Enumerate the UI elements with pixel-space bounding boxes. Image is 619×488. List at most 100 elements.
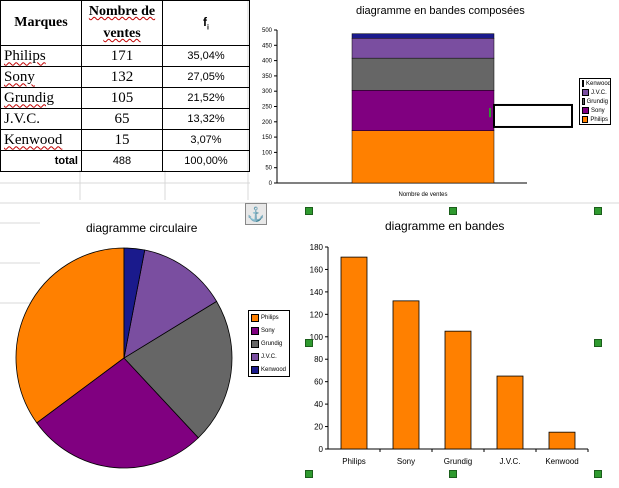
pct-cell: 3,07% [162,129,250,151]
x-tick-label: Philips [342,457,366,466]
stacked-segment-kenwood [351,33,495,39]
anchor-icon[interactable]: ⚓ [245,203,267,225]
y-tick-label: 200 [262,120,273,126]
selection-handle[interactable] [305,207,313,215]
y-tick-label: 150 [262,135,273,141]
selection-handle[interactable] [594,339,602,347]
y-tick-label: 50 [265,166,272,172]
y-tick-label: 120 [310,310,324,319]
brand-cell: Kenwood [0,129,82,151]
pie-slice-kenwood [123,247,146,359]
bar-philips [340,256,368,450]
header-brand: Marques [0,0,82,46]
stacked-segment-philips [351,130,495,184]
brand-name: Philips [4,47,46,64]
x-tick-label: J.V.C. [499,457,520,466]
y-tick-label: 400 [262,59,273,65]
selection-handle[interactable] [594,470,602,478]
table-row: J.V.C. 65 13,32% [0,108,250,130]
bar-grundig [444,330,472,450]
bar-sony [392,300,420,450]
pie-chart[interactable] [0,240,240,480]
y-tick-label: 20 [314,423,323,432]
legend-swatch [251,313,259,322]
brand-name: J.V.C. [4,110,40,127]
stacked-segment-grundig [351,57,495,91]
selection-handle[interactable] [594,207,602,215]
y-tick-label: 0 [269,181,273,187]
selection-rectangle [493,103,573,128]
legend-item-philips: Philips [249,311,289,324]
bar-chart-title: diagramme en bandes [385,219,505,233]
count-cell: 105 [81,87,163,109]
legend-swatch [582,80,584,87]
y-tick-label: 350 [262,74,273,80]
legend-label: Grundig [586,98,608,105]
bar-j-v-c [496,375,524,450]
table-row: Philips 171 35,04% [0,45,250,67]
header-frequency-sub: i [207,24,209,32]
stacked-bar-chart[interactable]: 0 50 100 150 200 250 300 350 400 450 500 Nombre de … [255,20,619,200]
selection-handle[interactable] [305,470,313,478]
legend-label: Kenwood [586,80,612,87]
x-category-label: Nombre de ventes [398,192,447,198]
legend-label: J.V.C. [591,89,607,96]
brand-name: Sony [4,68,35,85]
sales-table: Marques Nombre de ventes fi Philips 171 … [0,0,250,172]
y-tick-label: 100 [262,150,273,156]
total-count: 488 [81,150,163,172]
legend-swatch [582,116,589,123]
legend-label: Sony [261,327,275,334]
legend-swatch [251,352,259,361]
y-tick-label: 250 [262,105,273,111]
table-row: Grundig 105 21,52% [0,87,250,109]
count-cell: 65 [81,108,163,130]
header-frequency-label: f [203,14,208,29]
legend-label: Grundig [261,340,283,347]
brand-cell: Philips [0,45,82,67]
stacked-chart-title: diagramme en bandes composées [356,5,525,17]
selection-handle[interactable] [449,207,457,215]
pie-slice-sony [36,357,199,469]
x-tick-label: Sony [397,457,415,466]
legend-label: Kenwood [261,366,287,373]
header-frequency: fi [162,0,250,46]
pct-cell: 35,04% [162,45,250,67]
y-tick-label: 160 [310,265,324,274]
bar-kenwood [548,431,576,450]
legend-item-kenwood: Kenwood [249,363,289,376]
y-tick-label: 500 [262,28,273,34]
y-tick-label: 60 [314,378,323,387]
bar-chart[interactable]: 0 20 40 60 80 100 120 140 160 180 Philips Sony Grund… [300,238,600,470]
brand-cell: Sony [0,66,82,88]
legend-swatch [251,365,259,374]
brand-name: Grundig [4,89,54,106]
table-total-row: total 488 100,00% [0,150,250,172]
y-tick-label: 450 [262,43,273,49]
pie-slice-philips [15,247,125,424]
legend-label: Philips [261,314,279,321]
legend-item-sony: Sony [580,106,610,115]
selection-handle[interactable] [449,470,457,478]
pie-slice-grundig [123,300,233,439]
legend-swatch [582,89,589,96]
y-tick-label: 300 [262,89,273,95]
legend-item-j-v-c: J.V.C. [580,88,610,97]
y-tick-label: 0 [319,445,324,454]
legend-item-grundig: Grundig [249,337,289,350]
count-cell: 171 [81,45,163,67]
pct-cell: 21,52% [162,87,250,109]
pie-chart-legend[interactable]: Philips Sony Grundig J.V.C. Kenwood [248,310,290,377]
stacked-chart-legend[interactable]: Kenwood J.V.C. Grundig Sony Philips [579,78,611,125]
brand-name: Kenwood [4,131,63,148]
pct-cell: 13,32% [162,108,250,130]
selection-handle[interactable] [305,339,313,347]
count-cell: 15 [81,129,163,151]
legend-label: J.V.C. [261,353,277,360]
stacked-segment-sony [351,90,495,131]
stacked-segment-j-v-c [351,38,495,59]
table-row: Sony 132 27,05% [0,66,250,88]
total-pct: 100,00% [162,150,250,172]
legend-swatch [251,339,259,348]
x-tick-label: Grundig [444,457,472,466]
